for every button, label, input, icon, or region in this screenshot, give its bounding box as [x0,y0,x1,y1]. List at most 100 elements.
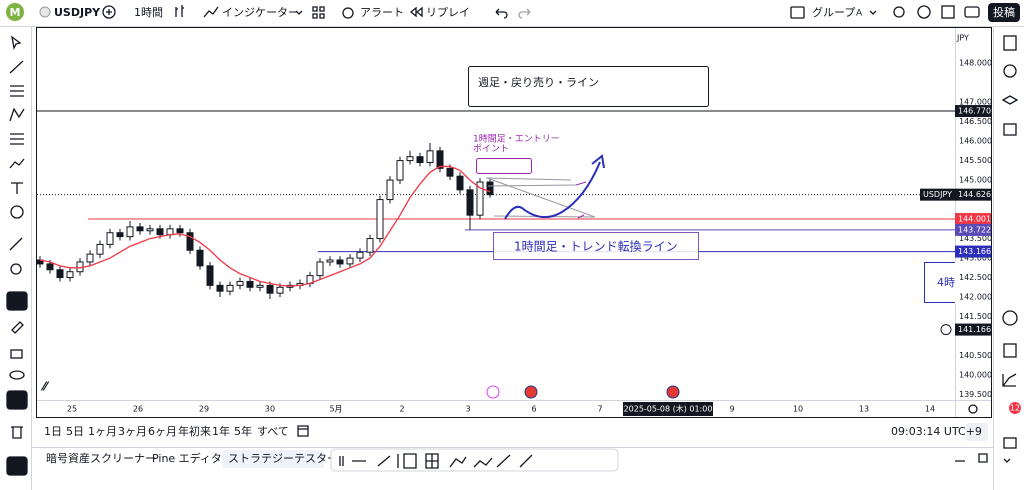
price-label-bg [955,245,991,258]
calendar-panel[interactable] [1003,343,1017,358]
alert[interactable]: アラート [360,6,404,19]
range-button[interactable]: 6ヶ月 [148,425,177,438]
x-tick-label: 5月 [329,405,342,414]
interval[interactable]: 1時間 [134,6,163,19]
text-tool[interactable] [11,182,23,194]
range-button[interactable]: 1日 [44,425,62,438]
trading-panel[interactable] [1002,373,1017,387]
expand-button[interactable] [966,423,988,441]
axis-mask [955,262,991,304]
y-tick-label: 140.000 [959,371,992,380]
avatar[interactable] [6,3,24,21]
y-tick-label: 147.000 [959,98,992,107]
undo[interactable] [495,8,508,19]
range-button[interactable]: 1ヶ月 [88,425,117,438]
candle-body [436,150,444,169]
y-tick-label: 145.000 [959,176,992,185]
magnet-tool[interactable] [6,291,28,311]
chat-panel[interactable] [1003,123,1017,136]
fib-tool[interactable] [10,85,24,97]
snapshot-icon[interactable] [964,6,980,18]
layouts[interactable] [312,6,325,19]
lock-draw-tool[interactable] [11,321,24,334]
chart-type[interactable] [175,5,184,17]
moving-average [39,165,491,287]
crosshair-add[interactable] [940,324,952,336]
add-symbol[interactable] [102,5,116,19]
replay[interactable]: リプレイ [426,6,470,19]
candle-body [476,181,484,216]
indicators[interactable]: インジケーター [222,6,299,19]
candle-body [116,232,124,238]
redo[interactable] [518,8,531,19]
top-bar [0,0,1024,26]
projection-tool[interactable] [10,133,24,145]
emoji-tool[interactable] [10,205,24,219]
candle-body [66,271,74,279]
link-tool[interactable] [6,390,28,410]
price-label-bg [955,323,991,336]
range-button[interactable]: すべて [257,425,289,438]
range-button[interactable]: 1年 [212,424,230,438]
panel-tab[interactable]: Pine エディタ [152,451,222,465]
candle-body [446,167,454,177]
candle-body [376,199,384,240]
cursor-tool[interactable] [11,35,22,51]
price-label-bg [955,105,991,118]
watchlist[interactable] [1003,35,1017,51]
candle-body [96,243,104,255]
axis-settings[interactable] [968,404,978,414]
publish-button[interactable] [988,3,1020,22]
settings-icon[interactable] [917,5,931,19]
replay-icon [409,6,423,18]
crosshair-x-bg [623,402,713,416]
help-panel[interactable] [1003,437,1017,449]
candle-body [246,280,254,288]
range-button[interactable]: 5日 [66,425,84,438]
x-tick-label: 29 [199,405,209,414]
candle-body [46,263,54,271]
annotation: 4時 [937,276,955,289]
event-icon[interactable] [486,385,500,399]
drawing-tools[interactable] [339,453,533,469]
event-flag[interactable] [666,385,680,399]
candle-body [266,284,274,294]
candle-body [136,226,144,232]
x-tick-label: 14 [925,405,935,414]
lock-tool[interactable] [10,349,23,359]
pattern-tool[interactable] [9,107,25,122]
candle-body [126,226,134,238]
ideas-panel[interactable] [1002,310,1018,326]
brush-tool[interactable] [9,158,25,169]
scenario-arrow [504,161,601,220]
symbol[interactable]: USDJPY [54,6,101,19]
favorites-tool[interactable] [6,456,28,476]
candle-body [386,179,394,201]
panel-controls[interactable] [955,453,1011,463]
annotation-box [468,66,709,107]
fullscreen-icon[interactable] [941,5,955,19]
range-button[interactable]: 3ヶ月 [118,425,147,438]
range-button[interactable]: 5年 [234,424,252,438]
range-button[interactable]: 年初来 [178,424,211,438]
candle-body [86,253,94,263]
candle-body [426,150,434,164]
candle-body [406,156,414,162]
currency[interactable]: JPY [956,34,969,43]
visibility-tool[interactable] [9,370,25,380]
drawing-toolbar [330,448,619,472]
ruler-tool[interactable] [9,237,23,251]
group[interactable]: グループ [812,5,855,19]
event-flag[interactable] [524,385,538,399]
line-tool[interactable] [9,60,24,74]
delete-tool[interactable] [11,426,23,439]
zoom-tool[interactable] [10,263,22,275]
panel-tab[interactable]: 暗号資産スクリーナー [46,451,156,465]
x-tick-label: 30 [265,405,275,414]
search-icon[interactable] [893,6,905,18]
date-range-icon[interactable] [297,425,309,437]
y-tick-label: 145.500 [959,156,992,165]
panel-tab[interactable]: ストラテジーテスター [228,452,338,465]
layers-panel[interactable] [1001,95,1019,105]
alerts-panel[interactable] [1003,64,1017,78]
